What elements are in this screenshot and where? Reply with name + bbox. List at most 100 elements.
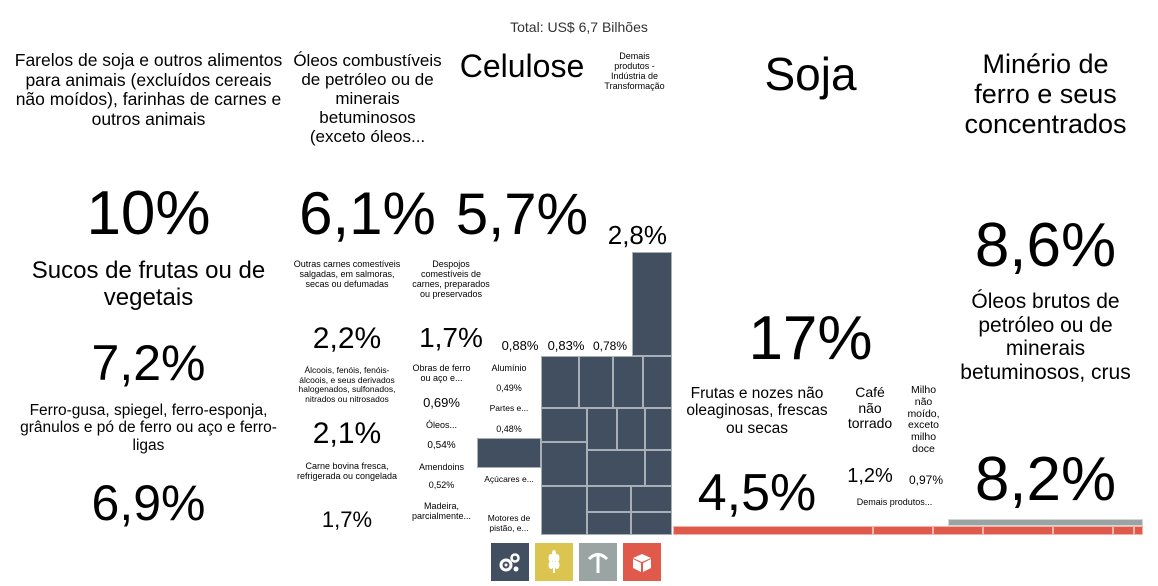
treemap-tile-small[interactable] [613,356,643,408]
treemap-tile-small[interactable] [645,450,672,486]
treemap-tile-small[interactable] [587,512,631,535]
treemap-tile-ferro-gusa-spiegel-ferro[interactable]: Ferro-gusa, spiegel, ferro-esponja, grân… [9,395,288,535]
tile-label: Álcoois, fenóis, fenóis-álcoois, e seus … [298,365,396,404]
tile-value: 0,88% [501,338,539,353]
treemap-tile-small[interactable] [645,408,672,450]
treemap-tile-obras-de-ferro-ou[interactable]: Obras de ferro ou aço e... 0,69% [406,356,477,413]
tile-label: Madeira, parcialmente... [411,501,472,522]
tile-value: 4,5% [697,464,817,522]
treemap-tile-madeira-parcialmente[interactable]: Madeira, parcialmente... [406,494,477,535]
tile-label: Sucos de frutas ou de vegetais [31,257,266,311]
gears-icon [499,553,520,572]
tile-value: 0,48% [496,424,522,434]
treemap-tile-minerio-de-ferro-e[interactable]: Minério de ferro e seus concentrados 8,6% [948,44,1143,285]
treemap-tile-small[interactable] [673,526,873,535]
tile-label: Óleos combustíveis de petróleo ou de min… [293,51,442,147]
treemap-tile-celulose[interactable]: Celulose 5,7% [447,44,597,252]
treemap-tile-small[interactable] [541,356,579,408]
treemap-tile-small[interactable] [587,486,631,512]
treemap-tile-milho-nao-moido-exceto[interactable]: Milho não moído, exceto milho doce 0,97% [899,378,948,490]
tile-value: 8,2% [974,445,1117,514]
treemap-tile-unlabeled-12[interactable]: 0,78% [588,252,632,356]
tile-label: Soja [764,48,857,100]
treemap-tile-small[interactable] [587,408,617,450]
tile-label: Farelos de soja e outros alimentos para … [14,50,283,129]
chart-title: Total: US$ 6,7 Bilhões [510,19,648,35]
tile-value: 0,54% [427,440,456,451]
treemap-tile-small[interactable] [617,408,645,450]
tile-value: 1,2% [847,465,893,487]
treemap: Farelos de soja e outros alimentos para … [9,44,1143,535]
treemap-tile-oleos-brutos-de-petroleo[interactable]: Óleos brutos de petróleo ou de minerais … [948,285,1143,519]
treemap-tile-farelos-de-soja-e[interactable]: Farelos de soja e outros alimentos para … [9,44,288,253]
treemap-tile-small[interactable] [873,526,933,535]
tile-value: 8,6% [974,211,1117,280]
treemap-tile-frutas-e-nozes-nao[interactable]: Frutas e nozes não oleaginosas, frescas … [673,378,841,526]
wheat-icon [548,550,560,573]
treemap-tile-small[interactable] [1134,526,1143,535]
treemap-tile-demais-produtos[interactable]: Demais produtos... [841,490,948,526]
treemap-tile-acucares-e[interactable]: Açúcares e... [477,468,541,507]
treemap-tile-cafe-nao-torrado[interactable]: Café não torrado 1,2% [841,378,899,490]
tile-value: 6,9% [91,475,206,531]
treemap-tile-soja[interactable]: Soja 17% [673,44,948,378]
treemap-tile-small[interactable] [541,486,587,535]
tile-value: 0,97% [908,473,943,487]
tile-value: 0,83% [547,338,585,353]
treemap-tile-small[interactable] [541,408,587,442]
treemap-tile-small[interactable] [631,486,672,512]
treemap-tile-carne-bovina-fresca-refrigerada[interactable]: Carne bovina fresca, refrigerada ou cong… [288,454,406,535]
treemap-tile-small[interactable] [1113,526,1134,535]
legend-box-icon[interactable] [623,543,661,581]
treemap-tile-small[interactable] [632,252,672,356]
treemap-tile-small[interactable] [579,356,613,408]
tile-value: 7,2% [91,335,206,391]
treemap-tile-small[interactable] [541,442,587,486]
tile-label: Frutas e nozes não oleaginosas, frescas … [686,385,828,437]
tile-label: Obras de ferro ou aço e... [412,363,471,384]
legend-pickaxe-icon[interactable] [579,543,617,581]
tile-value: 10% [86,179,211,248]
treemap-tile-small[interactable] [933,526,983,535]
treemap-tile-outras-carnes-comestiveis-salgadas[interactable]: Outras carnes comestíveis salgadas, em s… [288,252,406,359]
treemap-tile-small[interactable] [643,356,672,408]
treemap-tile-small[interactable] [983,526,1053,535]
treemap-tile-partes-e[interactable]: Partes e... 0,48% [477,397,541,438]
tile-value: 0,78% [592,339,628,353]
treemap-tile-demais-produtos-industria-de[interactable]: Demais produtos - Indústria de Transform… [597,44,672,252]
treemap-tile-unlabeled-10[interactable]: 0,88% [496,252,544,356]
treemap-tile-unlabeled-11[interactable]: 0,83% [544,252,588,356]
tile-value: 17% [748,304,873,373]
tile-label: Partes e... [489,403,529,413]
treemap-tile-oleos[interactable]: Óleos... 0,54% [406,413,477,455]
legend-gears-icon[interactable] [491,543,529,581]
treemap-tile-small[interactable] [948,519,1143,526]
tile-label: Amendoins [418,462,465,472]
tile-value: 0,52% [428,480,455,490]
tile-value: 6,1% [299,180,436,247]
tile-label: Óleos brutos de petróleo ou de minerais … [960,290,1131,384]
pickaxe-icon [587,553,609,573]
tile-label: Óleos... [425,420,457,430]
tile-label: Milho não moído, exceto milho doce [907,384,940,455]
treemap-tile-small[interactable] [477,438,541,468]
tile-value: 1,7% [321,507,373,532]
tile-label: Café não torrado [847,384,893,432]
tile-value: 0,49% [496,383,522,393]
treemap-tile-small[interactable] [587,450,645,486]
tile-value: 5,7% [455,182,589,247]
treemap-tile-oleos-combustiveis-de-petroleo[interactable]: Óleos combustíveis de petróleo ou de min… [288,44,447,252]
treemap-tile-alcoois-fenois-fenois-alcoois[interactable]: Álcoois, fenóis, fenóis-álcoois, e seus … [288,359,406,454]
treemap-tile-small[interactable] [1053,526,1113,535]
treemap-tile-small[interactable] [631,512,672,535]
tile-label: Minério de ferro e seus concentrados [964,49,1127,140]
treemap-tile-despojos-comestiveis-de-carnes[interactable]: Despojos comestíveis de carnes, preparad… [406,252,496,356]
tile-label: Celulose [459,48,585,84]
legend-wheat-icon[interactable] [535,543,573,581]
treemap-tile-amendoins[interactable]: Amendoins 0,52% [406,455,477,494]
treemap-tile-sucos-de-frutas-ou[interactable]: Sucos de frutas ou de vegetais 7,2% [9,253,288,395]
treemap-tile-motores-de-pistao-e[interactable]: Motores de pistão, e... [477,507,541,535]
treemap-tile-aluminio[interactable]: Alumínio 0,49% [477,356,541,397]
tile-label: Demais produtos... [856,497,933,507]
tile-label: Despojos comestíveis de carnes, preparad… [412,259,490,300]
